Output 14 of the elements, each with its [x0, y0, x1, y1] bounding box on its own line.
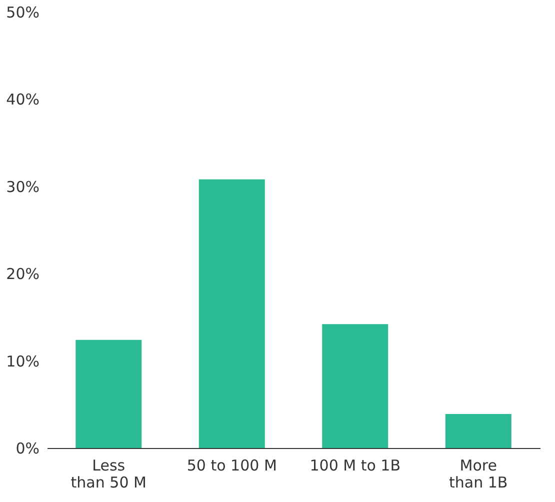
x-tick-label: 50 to 100 M	[186, 456, 277, 474]
bar	[198, 179, 265, 448]
y-tick-label: 10%	[6, 352, 40, 370]
x-tick-label: More than 1B	[449, 456, 508, 492]
x-tick-label: Less than 50 M	[70, 456, 146, 492]
y-tick-label: 0%	[16, 440, 40, 458]
x-tick-label: 100 M to 1B	[310, 456, 401, 474]
y-tick-label: 40%	[6, 90, 40, 109]
bar	[76, 340, 142, 448]
bar	[322, 324, 388, 448]
y-tick-label: 50%	[6, 4, 40, 22]
y-tick-label: 30%	[6, 178, 40, 196]
bar	[445, 414, 512, 448]
y-tick-label: 20%	[6, 265, 40, 284]
